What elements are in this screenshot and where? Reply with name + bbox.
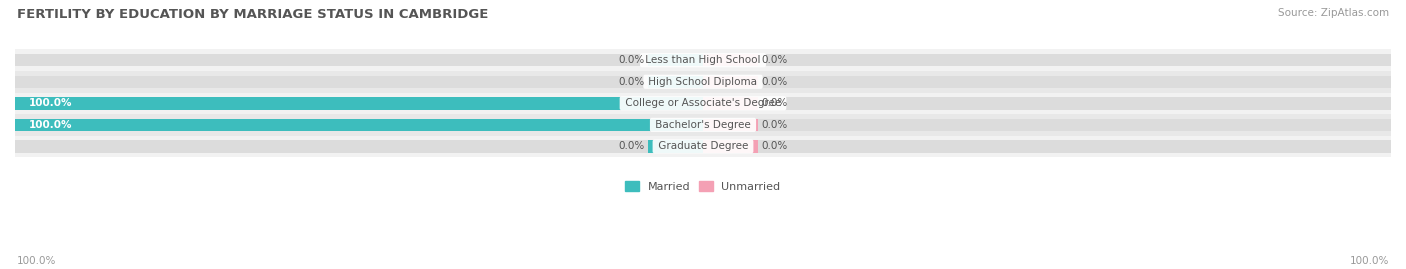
Bar <box>15 49 1391 71</box>
Bar <box>703 140 758 153</box>
Text: 100.0%: 100.0% <box>28 120 72 130</box>
Bar <box>15 97 1391 109</box>
Bar <box>15 136 1391 157</box>
Bar <box>648 140 703 153</box>
Bar <box>648 97 703 109</box>
Bar <box>15 54 1391 66</box>
Text: 0.0%: 0.0% <box>762 77 787 87</box>
Bar <box>15 119 1391 131</box>
Bar <box>15 76 1391 88</box>
Bar <box>15 93 1391 114</box>
Text: 0.0%: 0.0% <box>762 120 787 130</box>
Text: 100.0%: 100.0% <box>1350 256 1389 266</box>
Text: 0.0%: 0.0% <box>762 55 787 65</box>
Text: 100.0%: 100.0% <box>28 98 72 108</box>
Text: 0.0%: 0.0% <box>762 98 787 108</box>
Text: Source: ZipAtlas.com: Source: ZipAtlas.com <box>1278 8 1389 18</box>
Bar <box>648 119 703 131</box>
Legend: Married, Unmarried: Married, Unmarried <box>621 177 785 196</box>
Text: 0.0%: 0.0% <box>762 141 787 151</box>
Text: 0.0%: 0.0% <box>619 77 644 87</box>
Text: Bachelor's Degree: Bachelor's Degree <box>652 120 754 130</box>
Bar <box>703 119 758 131</box>
Bar <box>703 76 758 88</box>
Bar <box>703 54 758 66</box>
Text: 100.0%: 100.0% <box>17 256 56 266</box>
Bar <box>15 114 1391 136</box>
Text: FERTILITY BY EDUCATION BY MARRIAGE STATUS IN CAMBRIDGE: FERTILITY BY EDUCATION BY MARRIAGE STATU… <box>17 8 488 21</box>
Text: College or Associate's Degree: College or Associate's Degree <box>621 98 785 108</box>
Bar <box>15 97 703 109</box>
Text: 0.0%: 0.0% <box>619 55 644 65</box>
Bar <box>648 76 703 88</box>
Bar <box>15 140 1391 153</box>
Bar <box>15 71 1391 93</box>
Text: High School Diploma: High School Diploma <box>645 77 761 87</box>
Text: 0.0%: 0.0% <box>619 141 644 151</box>
Bar <box>15 119 703 131</box>
Bar <box>648 54 703 66</box>
Text: Graduate Degree: Graduate Degree <box>655 141 751 151</box>
Bar <box>703 97 758 109</box>
Text: Less than High School: Less than High School <box>643 55 763 65</box>
